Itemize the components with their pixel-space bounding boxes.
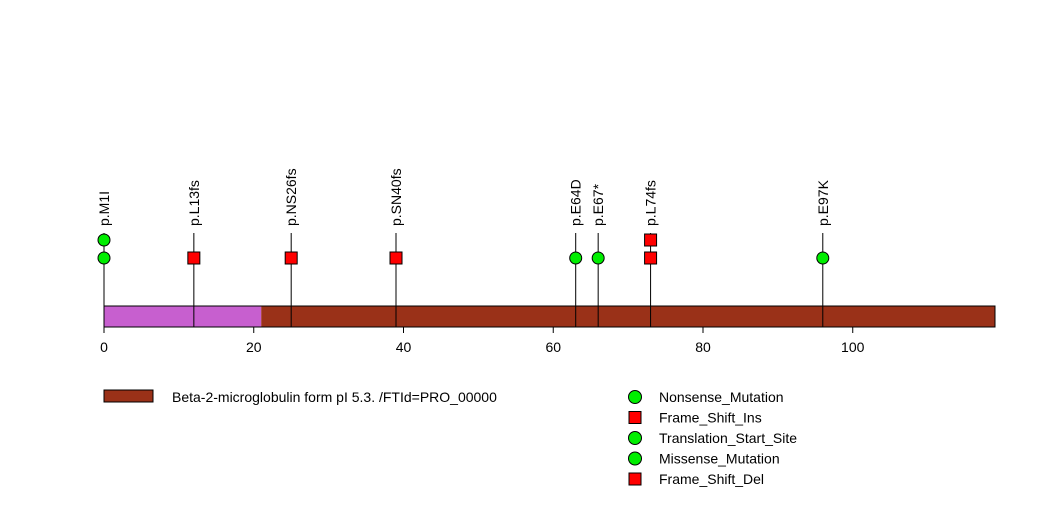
protein-bar [103,305,996,328]
mutation-type-legend: Nonsense_Mutation Frame_Shift_Ins Translat… [628,389,797,487]
label-p-ns26fs: p.NS26fs [283,168,299,226]
x-axis: 0 20 40 60 80 100 [100,326,865,355]
marker-p-l74fs-frame-shift-del [644,233,658,247]
label-p-m1i: p.M1I [96,191,112,226]
legend-translation-start-site-label: Translation_Start_Site [659,430,797,446]
legend-missense-mutation-symbol [628,451,642,466]
x-tick-label-80: 80 [695,339,711,355]
legend-nonsense-mutation-symbol [628,390,642,404]
marker-p-e67-nonsense-mutation [591,251,605,265]
label-p-e64d: p.E64D [568,179,584,226]
legend-frame-shift-ins-label: Frame_Shift_Ins [659,410,762,426]
marker-p-e97k-missense-mutation [816,251,830,265]
marker-p-ns26fs-frame-shift-ins [284,251,298,265]
mutation-labels: p.M1I p.L13fs p.NS26fs p.SN40fs p.E64D p.E67*… [96,168,831,226]
x-tick-label-0: 0 [100,339,108,355]
legend-frame-shift-del-label: Frame_Shift_Del [659,471,764,487]
domain-signal [104,306,262,327]
domain-legend-swatch [103,389,154,403]
label-p-e97k: p.E97K [815,179,831,226]
label-p-e67: p.E67* [590,183,606,226]
label-p-l74fs: p.L74fs [643,180,659,226]
label-p-l13fs: p.L13fs [186,180,202,226]
domain-beta-2-microglobulin-form-pi-5-3-ftid-pro-00000 [261,306,995,327]
marker-p-l13fs-frame-shift-ins [187,251,201,265]
mutation-markers [97,233,830,265]
marker-p-e64d-missense-mutation [569,251,583,265]
legend-missense-mutation-label: Missense_Mutation [659,451,780,467]
label-p-sn40fs: p.SN40fs [388,168,404,226]
x-tick-label-60: 60 [545,339,561,355]
marker-p-l74fs-frame-shift-ins [644,251,658,265]
x-tick-label-20: 20 [246,339,262,355]
marker-p-sn40fs-frame-shift-ins [389,251,403,265]
legend-translation-start-site-symbol [628,431,642,445]
legend-frame-shift-del-symbol [628,472,642,486]
domain-legend-label: Beta-2-microglobulin form pI 5.3. /FTId=… [172,389,497,405]
legend-nonsense-mutation-label: Nonsense_Mutation [659,389,784,405]
x-tick-label-100: 100 [841,339,865,355]
marker-p-m1i-nonsense-mutation [97,251,111,265]
x-tick-label-40: 40 [396,339,412,355]
domain-legend: Beta-2-microglobulin form pI 5.3. /FTId=… [103,389,497,405]
marker-p-m1i-translation-start-site [97,233,111,247]
legend-frame-shift-ins-symbol [628,411,642,424]
